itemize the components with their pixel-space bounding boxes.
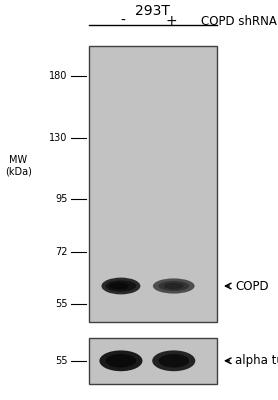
Text: COPD: COPD bbox=[235, 280, 269, 292]
Bar bbox=[89, 46, 217, 322]
Text: 72: 72 bbox=[55, 247, 68, 257]
Text: 293T: 293T bbox=[135, 4, 170, 18]
Bar bbox=[89, 338, 217, 384]
Text: 55: 55 bbox=[55, 299, 68, 309]
Ellipse shape bbox=[106, 280, 136, 292]
Text: +: + bbox=[165, 14, 177, 28]
Text: COPD shRNA: COPD shRNA bbox=[201, 15, 277, 28]
Ellipse shape bbox=[152, 350, 195, 371]
Text: 130: 130 bbox=[49, 133, 68, 143]
Ellipse shape bbox=[158, 354, 189, 368]
Text: -: - bbox=[120, 14, 125, 28]
Text: MW
(kDa): MW (kDa) bbox=[5, 155, 31, 177]
Ellipse shape bbox=[109, 282, 129, 290]
Ellipse shape bbox=[100, 350, 142, 371]
Ellipse shape bbox=[164, 283, 183, 289]
Text: alpha tubulin: alpha tubulin bbox=[235, 354, 278, 367]
Ellipse shape bbox=[101, 278, 140, 294]
Text: 180: 180 bbox=[49, 71, 68, 81]
Ellipse shape bbox=[106, 354, 136, 368]
Text: 95: 95 bbox=[55, 194, 68, 204]
Text: 55: 55 bbox=[55, 356, 68, 366]
Ellipse shape bbox=[153, 278, 195, 294]
Ellipse shape bbox=[158, 281, 189, 291]
